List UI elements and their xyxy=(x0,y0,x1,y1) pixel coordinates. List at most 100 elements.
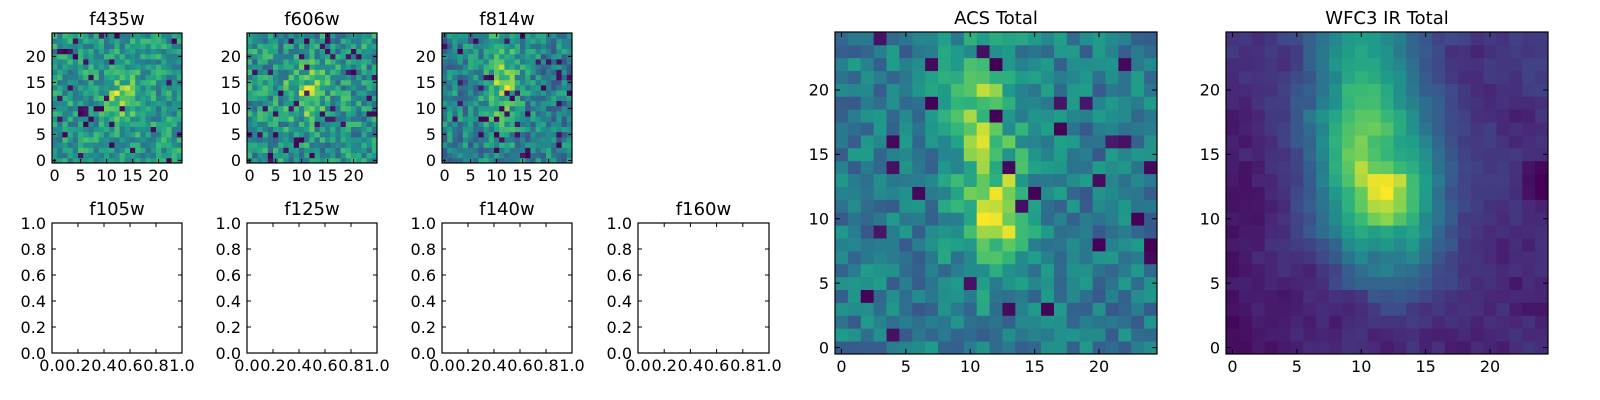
heatmap-cell xyxy=(1118,276,1132,290)
heatmap-cell xyxy=(83,100,89,107)
heatmap-cell xyxy=(1092,302,1106,316)
heatmap-cell xyxy=(950,186,965,200)
heatmap-cell xyxy=(899,44,913,59)
heatmap-cell xyxy=(176,64,183,70)
heatmap-cell xyxy=(93,116,100,122)
heatmap-cell xyxy=(989,289,1003,303)
heatmap-cell xyxy=(847,328,862,342)
heatmap-cell xyxy=(309,111,315,117)
heatmap-cell xyxy=(1444,160,1459,175)
heatmap-cell xyxy=(1303,83,1317,97)
heatmap-cell xyxy=(1079,70,1093,84)
heatmap-cell xyxy=(1079,328,1093,342)
heatmap-cell xyxy=(835,302,849,316)
heatmap-cell xyxy=(299,69,305,75)
heatmap-cell xyxy=(1041,147,1055,162)
heatmap-cell xyxy=(938,199,952,213)
heatmap-cell xyxy=(1238,289,1253,303)
heatmap-cell xyxy=(83,64,89,70)
axes-frame xyxy=(441,222,573,354)
heatmap-cell xyxy=(1483,315,1497,329)
heatmap-cell xyxy=(252,147,258,153)
heatmap-cell xyxy=(847,250,862,265)
heatmap-cell xyxy=(1053,238,1068,252)
heatmap-cell xyxy=(1535,289,1549,303)
heatmap-cell xyxy=(551,43,557,49)
heatmap-cell xyxy=(540,85,547,91)
heatmap-cell xyxy=(124,48,131,55)
heatmap-cell xyxy=(1535,173,1549,187)
heatmap-cell xyxy=(509,121,516,127)
heatmap-cell xyxy=(119,131,126,138)
heatmap-cell xyxy=(247,116,253,122)
heatmap-cell xyxy=(1380,328,1394,342)
heatmap-cell xyxy=(145,152,152,159)
x-tick-label: 0.8 xyxy=(143,356,168,375)
heatmap-cell xyxy=(546,64,552,70)
heatmap-cell xyxy=(1105,341,1119,355)
heatmap-cell xyxy=(124,69,131,75)
heatmap-cell xyxy=(1290,302,1304,316)
heatmap-cell xyxy=(1354,263,1369,278)
heatmap-cell xyxy=(319,64,326,70)
heatmap-cell xyxy=(156,111,162,117)
heatmap-cell xyxy=(98,90,105,96)
heatmap-cell xyxy=(847,186,862,200)
x-tick-label: 0.4 xyxy=(286,356,311,375)
heatmap-cell xyxy=(442,152,448,159)
heatmap-cell xyxy=(847,276,862,290)
heatmap-cell xyxy=(1041,32,1055,46)
heatmap-cell xyxy=(1522,44,1536,59)
heatmap-cell xyxy=(93,157,100,164)
heatmap-cell xyxy=(161,64,167,70)
heatmap-cell xyxy=(299,142,305,148)
heatmap-cell xyxy=(93,131,100,138)
heatmap-cell xyxy=(494,64,500,70)
heatmap-cell xyxy=(314,53,321,60)
heatmap-cell xyxy=(1444,70,1459,84)
y-tick-label: 10 xyxy=(1200,210,1220,229)
heatmap-cell xyxy=(278,69,284,75)
heatmap-cell xyxy=(561,85,568,91)
heatmap-cell xyxy=(1393,289,1407,303)
heatmap-cell xyxy=(257,85,263,91)
heatmap-cell xyxy=(1015,70,1029,84)
heatmap-cell xyxy=(130,48,136,55)
heatmap-cell xyxy=(156,116,162,122)
heatmap-cell xyxy=(1238,315,1253,329)
heatmap-cell xyxy=(1144,238,1158,252)
heatmap-cell xyxy=(1105,302,1119,316)
heatmap-cell xyxy=(520,152,526,159)
heatmap-cell xyxy=(860,302,875,316)
heatmap-cell xyxy=(330,90,336,96)
heatmap-cell xyxy=(135,121,141,127)
heatmap-cell xyxy=(473,147,479,153)
heatmap-cell xyxy=(1419,341,1433,355)
heatmap-cell xyxy=(262,142,269,148)
heatmap-cell xyxy=(345,74,352,81)
heatmap-cell xyxy=(325,95,331,101)
heatmap-cell xyxy=(520,64,526,70)
heatmap-cell xyxy=(161,33,167,39)
heatmap-cell xyxy=(1264,199,1278,213)
heatmap-cell xyxy=(1277,315,1291,329)
heatmap-cell xyxy=(1367,276,1381,290)
heatmap-cell xyxy=(78,64,84,70)
heatmap-cell xyxy=(1535,186,1549,200)
heatmap-cell xyxy=(52,152,58,159)
heatmap-cell xyxy=(52,90,58,96)
heatmap-cell xyxy=(860,160,875,175)
heatmap-cell xyxy=(1406,212,1420,226)
heatmap-cell xyxy=(1118,160,1132,175)
heatmap-cell xyxy=(1470,147,1484,162)
heatmap-cell xyxy=(1041,302,1055,316)
heatmap-cell xyxy=(62,38,68,44)
heatmap-cell xyxy=(299,137,305,143)
heatmap-cell xyxy=(57,38,63,44)
heatmap-cell xyxy=(278,157,284,164)
heatmap-cell xyxy=(1406,315,1420,329)
heatmap-cell xyxy=(1264,250,1278,265)
heatmap-cell xyxy=(1535,70,1549,84)
heatmap-cell xyxy=(1444,57,1459,72)
